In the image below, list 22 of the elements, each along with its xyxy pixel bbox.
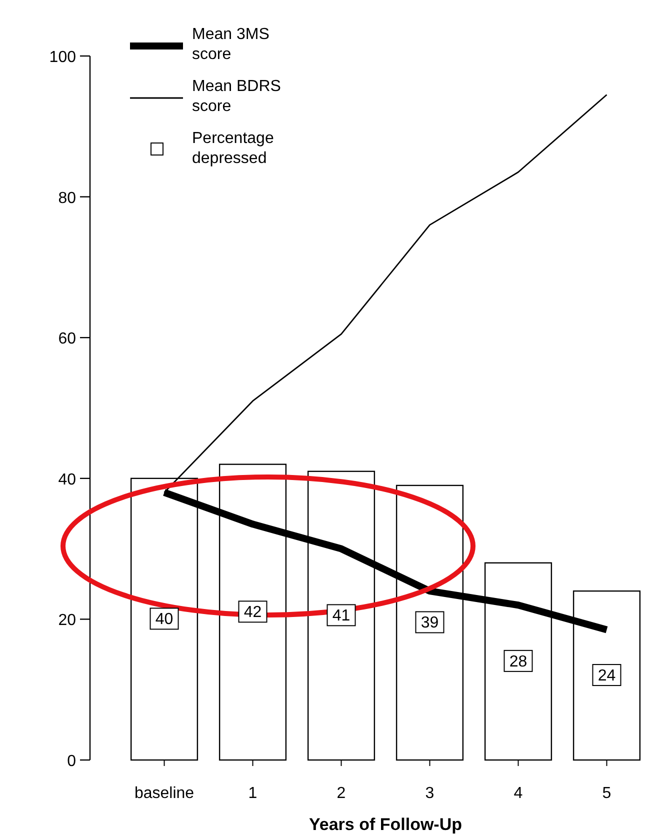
y-tick-label: 40 xyxy=(58,471,76,488)
y-tick-label: 0 xyxy=(67,753,76,770)
y-tick-label: 100 xyxy=(49,49,76,66)
y-tick-label: 60 xyxy=(58,330,76,348)
data-label: 28 xyxy=(509,653,528,670)
legend-label: Percentage depressed xyxy=(192,130,274,167)
data-label: 39 xyxy=(420,614,439,632)
x-axis-title: Years of Follow-Up xyxy=(308,815,462,834)
x-tick-label: 1 xyxy=(248,785,258,802)
x-tick-label: 3 xyxy=(425,785,434,802)
x-tick-label: baseline xyxy=(134,785,194,802)
data-label: 41 xyxy=(332,608,350,625)
data-label: 42 xyxy=(244,604,262,622)
x-tick-label: 4 xyxy=(514,785,523,802)
data-label: 24 xyxy=(598,668,616,685)
y-tick-label: 80 xyxy=(58,190,76,207)
legend-label: Mean 3MS score xyxy=(192,26,270,63)
y-tick-label: 20 xyxy=(58,612,76,630)
x-tick-label: 2 xyxy=(336,785,346,802)
data-label: 40 xyxy=(155,611,174,628)
legend-label: Mean BDRS score xyxy=(192,78,281,115)
x-tick-label: 5 xyxy=(602,785,612,802)
